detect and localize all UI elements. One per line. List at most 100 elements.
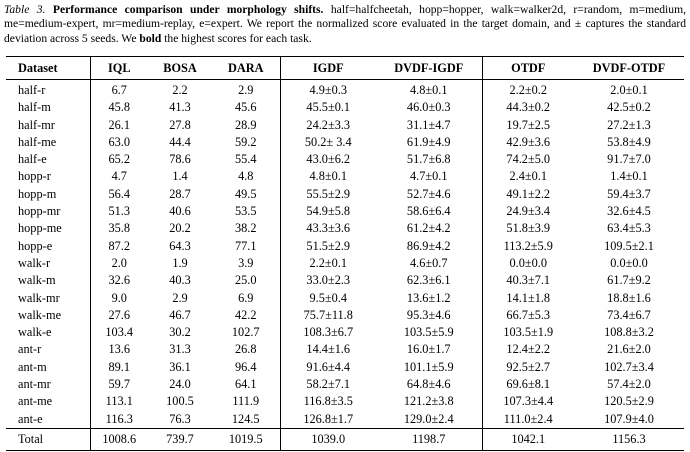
score-cell: 102.7±3.4 <box>604 359 654 374</box>
score-cell: 1042.1 <box>482 427 574 451</box>
score-cell: 111.0±2.4 <box>503 411 553 426</box>
score-cell: 19.7±2.5 <box>506 117 551 132</box>
score-cell: 86.9±4.2 <box>376 237 483 255</box>
table-row: hopp-m 56.4 28.7 49.5 55.5±2.9 52.7±4.6 49.1±2… <box>6 185 684 204</box>
score-cell: 126.8±1.7 <box>303 411 354 426</box>
score-cell: 58.2±7.1 <box>306 377 351 392</box>
score-cell: 63.0 <box>108 134 131 149</box>
score-cell: 35.8 <box>108 221 131 236</box>
table-row: ant-mr 59.7 24.0 64.1 58.2±7.1 64.8±4.6 69.6±8… <box>6 376 684 394</box>
dataset-cell: hopp-m <box>6 185 91 204</box>
table-caption: Table 3. Performance comparison under mo… <box>4 3 686 46</box>
score-cell: 24.2±3.3 <box>306 117 351 132</box>
table-row: half-r 6.7 2.2 2.9 4.9±0.3 4.8±0.1 2.2±0.2 2.0±… <box>6 79 684 100</box>
score-cell: 739.7 <box>148 427 212 451</box>
score-cell: 96.4 <box>212 358 281 377</box>
score-cell: 4.8±0.1 <box>309 169 348 184</box>
score-cell: 42.2 <box>212 306 281 325</box>
score-cell: 76.3 <box>169 411 191 426</box>
table-row: half-m 45.8 41.3 45.6 45.5±0.1 46.0±0.3 44.3±0… <box>6 99 684 117</box>
dataset-cell: ant-me <box>6 393 91 411</box>
score-cell: 55.4 <box>212 151 281 169</box>
score-cell: 103.5±1.9 <box>503 325 554 340</box>
results-table: Dataset IQL BOSA DARA IGDF DVDF-IGDF OTD… <box>6 56 684 451</box>
dataset-cell: ant-r <box>6 341 91 359</box>
dataset-cell: Total <box>6 427 91 451</box>
score-cell: 101.1±5.9 <box>376 358 483 377</box>
score-cell: 95.3±4.6 <box>376 306 483 325</box>
score-cell: 49.1±2.2 <box>506 186 551 201</box>
table-row: ant-r 13.6 31.3 26.8 14.4±1.6 16.0±1.7 12.4±2.… <box>6 341 684 359</box>
score-cell: 44.4 <box>169 134 191 149</box>
table-row: ant-me 113.1 100.5 111.9 116.8±3.5 121.2±3.8 1… <box>6 393 684 411</box>
table-row: walk-mr 9.0 2.9 6.9 9.5±0.4 13.6±1.2 14.1±1.8 1… <box>6 289 684 307</box>
table-row: ant-e 116.3 76.3 124.5 126.8±1.7 129.0±2.4 111… <box>6 410 684 429</box>
header-iql: IQL <box>90 56 148 80</box>
score-cell: 111.9 <box>212 393 281 411</box>
score-cell: 1.4 <box>172 169 188 184</box>
score-cell: 124.5 <box>212 410 281 429</box>
score-cell: 103.4 <box>105 325 134 340</box>
score-cell: 61.2±4.2 <box>376 220 483 238</box>
score-cell: 108.3±6.7 <box>303 325 354 340</box>
score-cell: 31.3 <box>169 342 191 357</box>
table-row: walk-r 2.0 1.9 3.9 2.2±0.1 4.6±0.7 0.0±0.0 0.0±… <box>6 254 684 273</box>
score-cell: 13.6±1.2 <box>376 289 483 307</box>
score-cell: 4.8±0.1 <box>376 79 483 100</box>
score-cell: 4.7±0.1 <box>376 168 483 186</box>
score-cell: 120.5±2.9 <box>604 394 654 409</box>
score-cell: 113.1 <box>105 394 133 409</box>
table-row: half-me 63.0 44.4 59.2 50.2± 3.4 61.9±4.9 42.9… <box>6 133 684 152</box>
score-cell: 32.6 <box>108 273 131 288</box>
header-row: Dataset IQL BOSA DARA IGDF DVDF-IGDF OTD… <box>6 56 684 80</box>
header-igdf: IGDF <box>280 56 376 80</box>
dataset-cell: walk-r <box>6 254 91 273</box>
caption-text-end: the highest scores for each task. <box>161 31 312 45</box>
dataset-cell: half-m <box>6 99 91 117</box>
score-cell: 24.9±3.4 <box>506 204 551 219</box>
score-cell: 9.0 <box>111 290 127 305</box>
score-cell: 116.3 <box>105 411 133 426</box>
dataset-cell: half-me <box>6 133 91 152</box>
score-cell: 55.5±2.9 <box>306 186 351 201</box>
score-cell: 1156.3 <box>574 427 684 451</box>
dataset-cell: walk-m <box>6 272 91 290</box>
dataset-cell: ant-e <box>6 410 91 429</box>
score-cell: 2.9 <box>212 79 281 100</box>
score-cell: 30.2 <box>169 325 191 340</box>
score-cell: 13.6 <box>108 342 131 357</box>
table-row: ant-m 89.1 36.1 96.4 91.6±4.4 101.1±5.9 92.5±2… <box>6 358 684 377</box>
caption-label: Table 3. <box>4 3 46 16</box>
score-cell: 2.2 <box>172 83 188 97</box>
score-cell: 116.8±3.5 <box>303 394 353 409</box>
score-cell: 27.2±1.3 <box>607 117 651 132</box>
score-cell: 1039.0 <box>280 427 376 451</box>
score-cell: 58.6±6.4 <box>376 203 483 221</box>
score-cell: 52.7±4.6 <box>376 185 483 204</box>
score-cell: 40.3±7.1 <box>506 273 551 288</box>
score-cell: 6.7 <box>111 83 127 97</box>
score-cell: 46.0±0.3 <box>376 99 483 117</box>
header-bosa: BOSA <box>148 56 212 80</box>
header-dara: DARA <box>212 56 281 80</box>
score-cell: 42.9±3.6 <box>506 134 551 149</box>
score-cell: 66.7±5.3 <box>506 307 551 322</box>
score-cell: 51.8±3.9 <box>506 221 551 236</box>
score-cell: 1008.6 <box>90 427 148 451</box>
dataset-cell: hopp-r <box>6 168 91 186</box>
score-cell: 63.4±5.3 <box>607 221 651 236</box>
score-cell: 59.2 <box>212 133 281 152</box>
score-cell: 87.2 <box>108 238 131 253</box>
dataset-cell: hopp-me <box>6 220 91 238</box>
score-cell: 0.0±0.0 <box>509 255 548 270</box>
caption-bold-word: bold <box>139 31 162 45</box>
score-cell: 1198.7 <box>376 427 483 451</box>
score-cell: 27.6 <box>108 307 131 322</box>
score-cell: 51.3 <box>108 204 131 219</box>
score-cell: 59.4±3.7 <box>607 186 651 201</box>
score-cell: 18.8±1.6 <box>607 290 651 305</box>
header-dvdf-otdf: DVDF-OTDF <box>574 56 684 80</box>
score-cell: 54.9±5.8 <box>306 204 351 219</box>
score-cell: 45.8 <box>108 100 131 115</box>
score-cell: 4.6±0.7 <box>376 254 483 273</box>
